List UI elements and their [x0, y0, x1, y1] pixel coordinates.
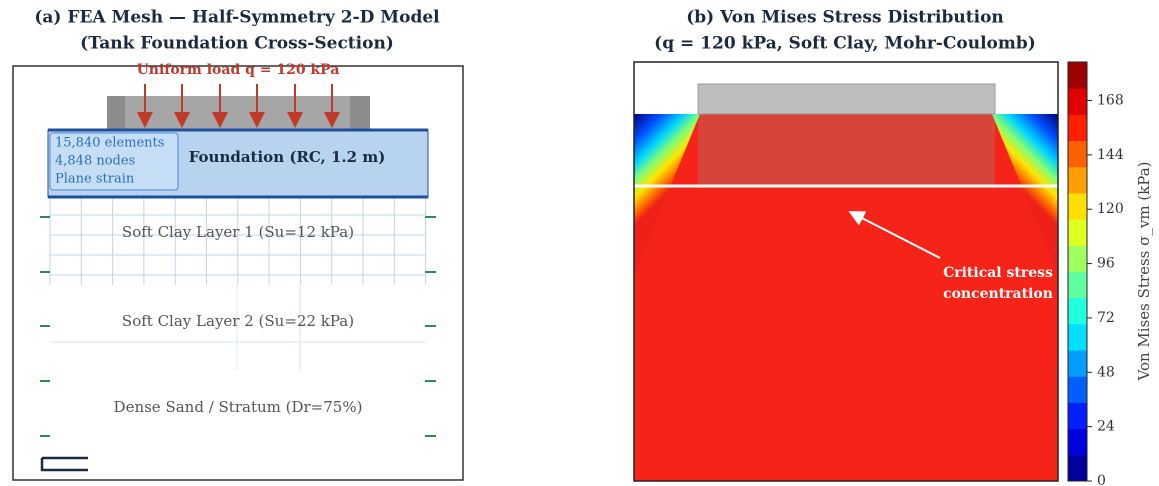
colorbar-tick-label: 120: [1097, 201, 1124, 217]
colorbar-tick-label: 96: [1097, 256, 1115, 272]
layer-label: Dense Sand / Stratum (Dr=75%): [114, 398, 363, 416]
colorbar-step: [1068, 298, 1087, 325]
panel-title: (q = 120 kPa, Soft Clay, Mohr-Coulomb): [654, 34, 1036, 54]
tank: [698, 84, 995, 114]
load-label: Uniform load q = 120 kPa: [137, 62, 340, 78]
figure: (a) FEA Mesh — Half-Symmetry 2-D Model (…: [0, 0, 1159, 486]
panel-title: (a) FEA Mesh — Half-Symmetry 2-D Model: [34, 8, 440, 28]
annotation: Critical stress: [943, 265, 1053, 281]
colorbar-step: [1068, 88, 1087, 115]
colorbar-step: [1068, 324, 1087, 351]
colorbar-tick-label: 48: [1097, 364, 1115, 380]
colorbar-step: [1068, 350, 1087, 377]
panel-title: (b) Von Mises Stress Distribution: [686, 8, 1004, 28]
foundation-label: Foundation (RC, 1.2 m): [189, 148, 386, 166]
colorbar-step: [1068, 376, 1087, 403]
colorbar-step: [1068, 429, 1087, 456]
tank-inner: [125, 96, 350, 130]
panel-title: (Tank Foundation Cross-Section): [80, 34, 394, 54]
info-line: Plane strain: [55, 172, 135, 187]
info-line: 15,840 elements: [55, 136, 164, 151]
colorbar-step: [1068, 272, 1087, 299]
colorbar-tick-label: 144: [1097, 147, 1124, 163]
annotation: concentration: [943, 286, 1053, 302]
colorbar-tick-label: 168: [1097, 93, 1124, 109]
colorbar-step: [1068, 455, 1087, 482]
colorbar-tick-label: 72: [1097, 310, 1115, 326]
colorbar-label: Von Mises Stress σ_vm (kPa): [1135, 162, 1153, 382]
colorbar-step: [1068, 114, 1087, 141]
layer-label: Soft Clay Layer 2 (Su=22 kPa): [122, 312, 354, 330]
colorbar-step: [1068, 402, 1087, 429]
colorbar-tick-label: 0: [1097, 473, 1106, 486]
colorbar: 0 24 48 72 96 120 144 168: [1068, 62, 1124, 486]
layer-label: Soft Clay Layer 1 (Su=12 kPa): [122, 223, 354, 241]
colorbar-step: [1068, 193, 1087, 220]
info-line: 4,848 nodes: [55, 154, 135, 169]
foundation-zone: [698, 114, 995, 186]
colorbar-step: [1068, 245, 1087, 272]
colorbar-step: [1068, 219, 1087, 246]
colorbar-step: [1068, 167, 1087, 194]
colorbar-tick-label: 24: [1097, 419, 1115, 435]
colorbar-step: [1068, 62, 1087, 89]
colorbar-step: [1068, 141, 1087, 168]
